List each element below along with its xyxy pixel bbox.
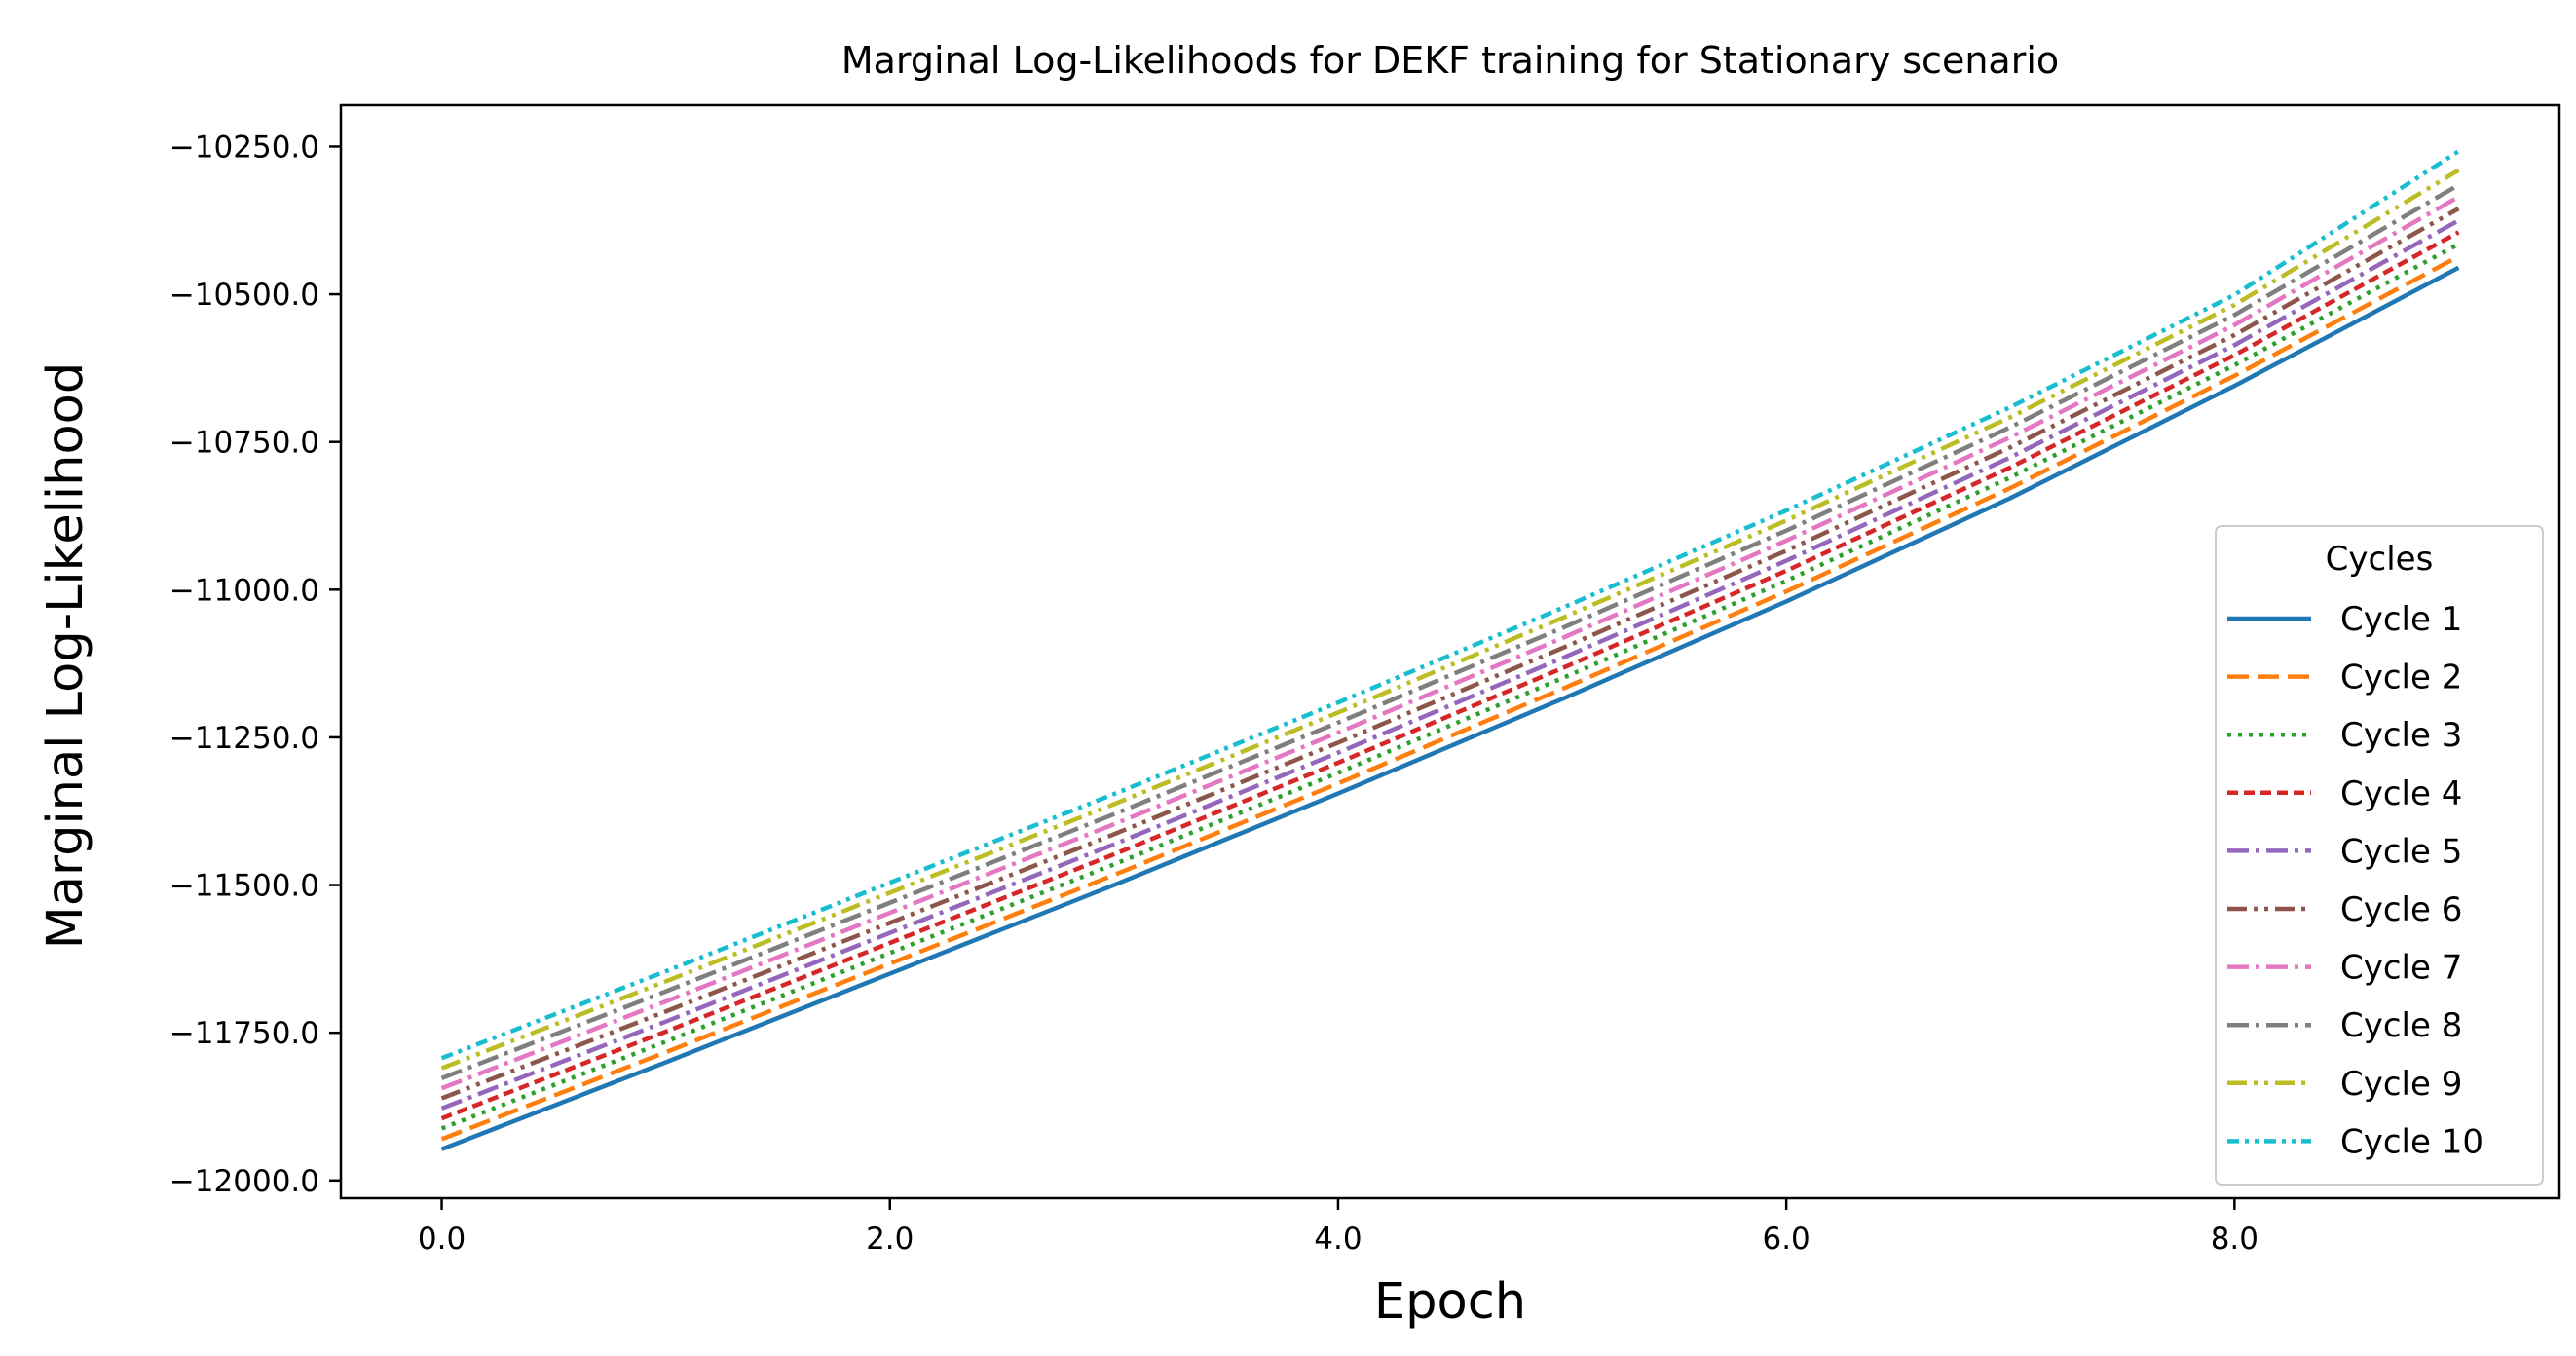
chart-title: Marginal Log-Likelihoods for DEKF traini…	[841, 39, 2059, 82]
legend-title: Cycles	[2326, 540, 2434, 579]
series-line-1	[440, 265, 2460, 1151]
legend-label-8: Cycle 8	[2340, 1006, 2462, 1045]
x-tick-label: 6.0	[1762, 1222, 1810, 1257]
series-line-8	[440, 182, 2460, 1080]
legend-label-5: Cycle 5	[2340, 832, 2462, 871]
legend-label-10: Cycle 10	[2340, 1122, 2483, 1161]
legend-label-9: Cycle 9	[2340, 1065, 2462, 1104]
y-tick-label: −10750.0	[169, 426, 319, 461]
y-tick-label: −10500.0	[169, 278, 319, 313]
y-axis-title: Marginal Log-Likelihood	[37, 362, 94, 949]
legend: Cycles Cycle 1 Cycle 2 Cycle 3 Cycle 4 Cycle …	[2215, 525, 2544, 1186]
legend-label-7: Cycle 7	[2340, 949, 2462, 988]
series-line-4	[440, 230, 2460, 1121]
x-tick-label: 2.0	[866, 1222, 914, 1257]
legend-box	[2215, 525, 2544, 1186]
y-tick-label: −10250.0	[169, 130, 319, 165]
series-line-2	[440, 254, 2460, 1142]
series-line-6	[440, 207, 2460, 1101]
y-tick-label: −11250.0	[169, 721, 319, 756]
x-tick-label: 4.0	[1314, 1222, 1362, 1257]
legend-label-4: Cycle 4	[2340, 774, 2462, 813]
y-tick-label: −11000.0	[169, 573, 319, 608]
series-line-10	[440, 149, 2460, 1061]
legend-label-1: Cycle 1	[2340, 600, 2462, 639]
legend-label-6: Cycle 6	[2340, 890, 2462, 929]
x-tick-label: 8.0	[2211, 1222, 2259, 1257]
series-line-3	[440, 242, 2460, 1131]
x-axis-title: Epoch	[1374, 1273, 1526, 1331]
legend-label-2: Cycle 2	[2340, 659, 2462, 697]
y-tick-label: −12000.0	[169, 1164, 319, 1199]
y-tick-label: −11500.0	[169, 869, 319, 904]
series-line-5	[440, 218, 2460, 1111]
series-line-9	[440, 168, 2460, 1071]
legend-label-3: Cycle 3	[2340, 716, 2462, 755]
x-tick-label: 0.0	[418, 1222, 466, 1257]
plot-frame	[339, 103, 2561, 1200]
series-line-7	[440, 195, 2460, 1091]
y-tick-label: −11750.0	[169, 1016, 319, 1051]
plot-area: 0.0 2.0 4.0 6.0 8.0 −10250.0 −10500.0 −10750.0 −…	[169, 103, 2561, 1257]
